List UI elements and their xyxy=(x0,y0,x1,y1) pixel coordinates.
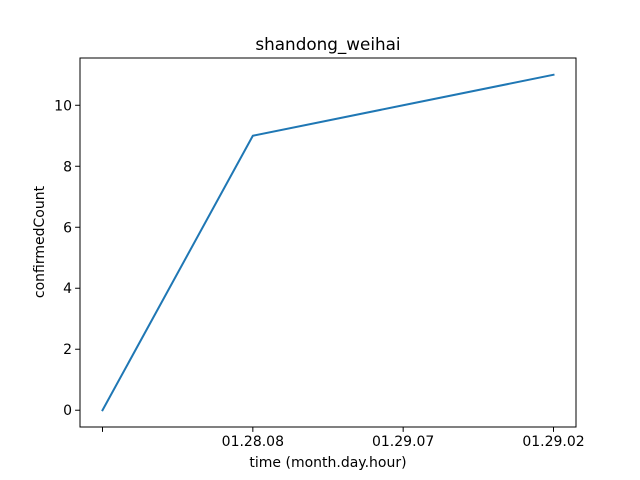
x-axis-ticks: 01.28.08 01.29.07 01.29.02 xyxy=(102,427,585,450)
y-tick-label: 6 xyxy=(63,220,72,236)
y-tick-label: 8 xyxy=(63,159,72,175)
y-tick-label: 0 xyxy=(63,403,72,419)
y-tick-label: 4 xyxy=(63,281,72,297)
x-axis-label: time (month.day.hour) xyxy=(249,455,406,471)
series-line xyxy=(101,73,555,412)
x-tick-label: 01.28.08 xyxy=(222,434,284,450)
x-tick-label: 01.29.02 xyxy=(522,434,584,450)
plot-area xyxy=(80,58,576,427)
y-tick-label: 10 xyxy=(54,98,72,114)
y-axis-label: confirmedCount xyxy=(32,185,48,298)
y-tick-label: 2 xyxy=(63,342,72,358)
chart-title: shandong_weihai xyxy=(255,34,400,55)
plot-frame xyxy=(79,57,577,428)
x-tick-label: 01.29.07 xyxy=(372,434,434,450)
y-axis-ticks: 0 2 4 6 8 10 xyxy=(54,98,80,419)
